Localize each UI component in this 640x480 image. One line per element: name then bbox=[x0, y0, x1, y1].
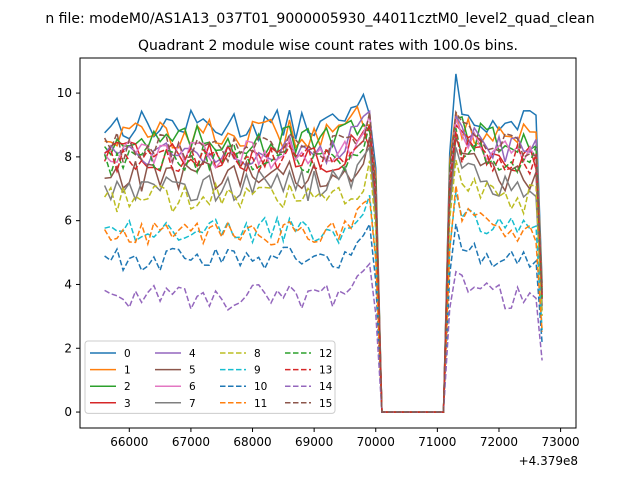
y-tick-label: 0 bbox=[64, 405, 72, 419]
y-tick-label: 10 bbox=[57, 86, 72, 100]
x-tick-label: 71000 bbox=[418, 435, 456, 449]
series-line-5 bbox=[104, 137, 543, 413]
legend-label-4: 4 bbox=[189, 348, 196, 360]
x-tick-label: 66000 bbox=[110, 435, 148, 449]
legend-label-11: 11 bbox=[254, 398, 267, 410]
x-tick-label: 67000 bbox=[172, 435, 210, 449]
legend-label-14: 14 bbox=[319, 381, 333, 393]
legend-label-1: 1 bbox=[124, 365, 131, 377]
x-tick-label: 72000 bbox=[480, 435, 518, 449]
x-axis: 66000 67000 68000 69000 70000 71000 72000 73000 bbox=[110, 428, 580, 449]
legend-box bbox=[84, 340, 336, 414]
series-line-12 bbox=[103, 123, 543, 413]
series-line-0 bbox=[104, 73, 543, 413]
series-line-8 bbox=[103, 159, 543, 413]
legend-label-15: 15 bbox=[319, 398, 332, 410]
axes-frame bbox=[79, 57, 577, 429]
y-axis: 0 2 4 6 8 10 bbox=[57, 86, 80, 419]
chart-title: Quadrant 2 module wise count rates with … bbox=[138, 38, 518, 54]
legend-label-0: 0 bbox=[124, 348, 131, 360]
x-tick-label: 69000 bbox=[295, 435, 333, 449]
x-tick-label: 73000 bbox=[542, 435, 580, 449]
y-tick-label: 6 bbox=[64, 214, 72, 228]
series-line-10 bbox=[104, 221, 543, 413]
x-offset-label: +4.379e8 bbox=[519, 454, 578, 468]
legend-label-7: 7 bbox=[189, 398, 196, 410]
legend-label-8: 8 bbox=[254, 348, 261, 360]
legend-label-13: 13 bbox=[319, 365, 332, 377]
y-tick-label: 2 bbox=[64, 341, 72, 355]
x-tick-label: 70000 bbox=[357, 435, 395, 449]
legend-label-2: 2 bbox=[124, 381, 131, 393]
x-tick-label: 68000 bbox=[233, 435, 271, 449]
series-layer bbox=[103, 73, 543, 413]
legend-label-5: 5 bbox=[189, 365, 196, 377]
legend-label-3: 3 bbox=[124, 398, 131, 410]
series-line-3 bbox=[103, 123, 543, 413]
legend-label-12: 12 bbox=[319, 348, 332, 360]
series-line-11 bbox=[103, 185, 543, 413]
series-line-14 bbox=[104, 262, 543, 413]
y-tick-label: 8 bbox=[64, 150, 72, 164]
series-line-15 bbox=[103, 109, 543, 413]
series-line-7 bbox=[103, 145, 543, 413]
legend-label-9: 9 bbox=[254, 365, 261, 377]
y-tick-label: 4 bbox=[64, 277, 72, 291]
figure-suptitle: n file: modeM0/AS1A13_037T01_9000005930_… bbox=[45, 11, 594, 27]
legend-label-10: 10 bbox=[254, 381, 267, 393]
legend-label-6: 6 bbox=[189, 381, 196, 393]
